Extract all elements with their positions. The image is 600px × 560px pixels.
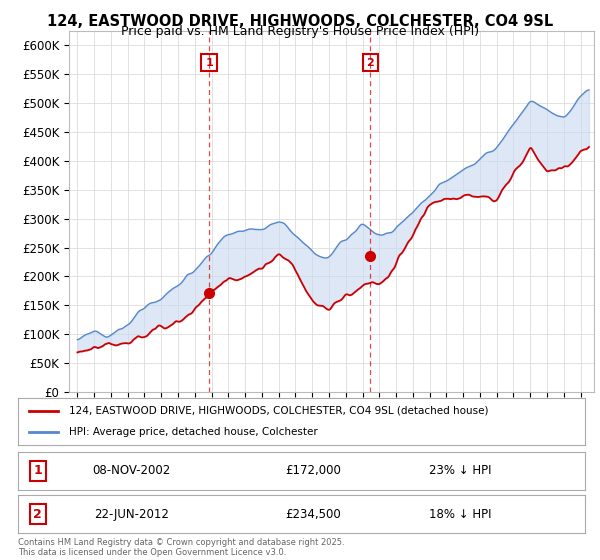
Text: £234,500: £234,500 xyxy=(285,507,341,521)
Text: Price paid vs. HM Land Registry's House Price Index (HPI): Price paid vs. HM Land Registry's House … xyxy=(121,25,479,38)
Text: 2: 2 xyxy=(34,507,42,521)
Text: Contains HM Land Registry data © Crown copyright and database right 2025.
This d: Contains HM Land Registry data © Crown c… xyxy=(18,538,344,557)
Text: 124, EASTWOOD DRIVE, HIGHWOODS, COLCHESTER, CO4 9SL: 124, EASTWOOD DRIVE, HIGHWOODS, COLCHEST… xyxy=(47,14,553,29)
Text: 08-NOV-2002: 08-NOV-2002 xyxy=(92,464,170,478)
Text: £172,000: £172,000 xyxy=(285,464,341,478)
Text: 22-JUN-2012: 22-JUN-2012 xyxy=(94,507,169,521)
Text: 124, EASTWOOD DRIVE, HIGHWOODS, COLCHESTER, CO4 9SL (detached house): 124, EASTWOOD DRIVE, HIGHWOODS, COLCHEST… xyxy=(69,406,488,416)
Text: 1: 1 xyxy=(205,58,213,68)
Text: HPI: Average price, detached house, Colchester: HPI: Average price, detached house, Colc… xyxy=(69,427,318,437)
Text: 23% ↓ HPI: 23% ↓ HPI xyxy=(429,464,491,478)
Text: 18% ↓ HPI: 18% ↓ HPI xyxy=(429,507,491,521)
Text: 2: 2 xyxy=(367,58,374,68)
Text: 1: 1 xyxy=(34,464,42,478)
